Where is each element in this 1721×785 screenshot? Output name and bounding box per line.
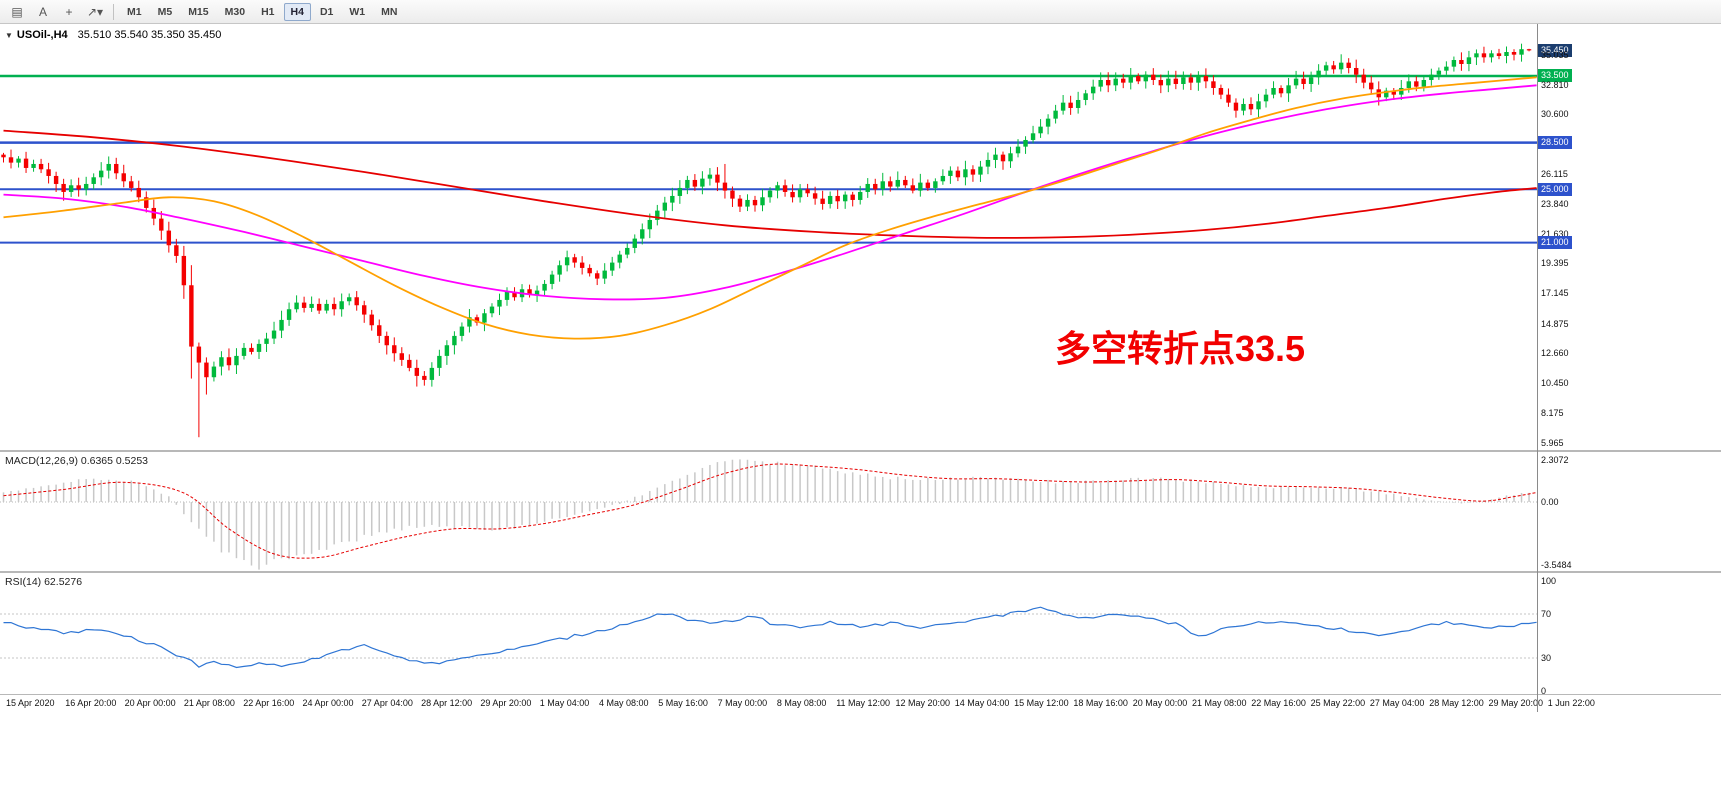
timeframe-button-h4[interactable]: H4 (283, 2, 311, 21)
price-axis-label: 12.660 (1541, 348, 1569, 359)
time-axis-label: 22 Apr 16:00 (243, 698, 295, 708)
timeframe-button-m30[interactable]: M30 (224, 5, 246, 18)
time-axis-label: 20 May 00:00 (1132, 698, 1188, 708)
pane-separator[interactable] (0, 571, 1721, 573)
symbol-timeframe: USOil-,H4 (16, 29, 68, 41)
rsi-axis: 100 70 30 0 (1537, 573, 1721, 695)
time-axis-label: 12 May 20:00 (895, 698, 951, 708)
price-axis-label: 35.035 (1541, 50, 1569, 61)
price-axis: 35.450 35.035 33.500 32.810 30.600 28.500 26.1… (1537, 24, 1721, 450)
timeframe-button-w1[interactable]: W1 (349, 5, 366, 18)
price-axis-label: 26.115 (1541, 168, 1568, 179)
text-tool[interactable]: A (38, 4, 47, 19)
timeframe-button-m15[interactable]: M15 (188, 5, 209, 18)
price-line-badge: 35.450 (1538, 43, 1572, 57)
rsi-plot (0, 606, 1537, 669)
top-toolbar: ▤ A + ↗▾ M1 M5 M15 M30 H1 H4 D1 W1 MN (0, 0, 1721, 24)
time-axis-label: 24 Apr 00:00 (302, 698, 354, 708)
main-price-pane: ▼ USOil-,H4 35.510 35.540 35.350 35.450 多空… (0, 24, 1721, 450)
time-axis-label: 28 May 12:00 (1429, 698, 1484, 708)
time-axis-label: 11 May 12:00 (836, 698, 891, 708)
chart-area: ▼ USOil-,H4 35.510 35.540 35.350 35.450 多空… (0, 24, 1721, 712)
time-axis-label: 25 May 22:00 (1310, 698, 1366, 708)
time-axis-label: 15 Apr 2020 (6, 698, 55, 708)
price-axis-label: 5.965 (1541, 437, 1564, 448)
macd-axis: 2.3072 0.00 -3.5484 (1537, 452, 1721, 571)
time-axis-separator (0, 694, 1721, 695)
rsi-axis-label: 70 (1541, 608, 1552, 619)
time-axis-label: 18 May 16:00 (1073, 698, 1128, 708)
chart-dropdown-arrow-icon[interactable]: ▼ (5, 31, 13, 40)
price-axis-label: 23.840 (1541, 199, 1569, 210)
time-axis-label: 1 May 04:00 (539, 698, 590, 708)
rsi-axis-label: 100 (1541, 575, 1557, 586)
time-axis-label: 1 Jun 22:00 (1547, 698, 1595, 708)
draw-tools-dropdown[interactable]: ↗▾ (86, 4, 104, 19)
timeframe-button-d1[interactable]: D1 (319, 5, 334, 18)
macd-axis-label: 2.3072 (1541, 455, 1569, 466)
time-axis-label: 16 Apr 20:00 (65, 698, 117, 708)
price-line-badge: 28.500 (1538, 136, 1572, 150)
price-axis-label: 14.875 (1541, 318, 1569, 329)
price-axis-label: 32.810 (1541, 79, 1569, 90)
price-axis-label: 30.600 (1541, 109, 1569, 120)
time-axis-label: 28 Apr 12:00 (421, 698, 473, 708)
ohlc-values: 35.510 35.540 35.350 35.450 (77, 29, 222, 41)
time-axis-label: 21 May 08:00 (1192, 698, 1247, 708)
pane-separator[interactable] (0, 450, 1721, 452)
price-axis-label: 19.395 (1541, 258, 1569, 269)
timeframe-button-m5[interactable]: M5 (157, 5, 173, 18)
time-axis-label: 27 Apr 04:00 (361, 698, 413, 708)
time-axis-label: 21 Apr 08:00 (183, 698, 235, 708)
crosshair-tool[interactable]: + (65, 4, 73, 19)
window-bottom-space (0, 712, 1721, 785)
rsi-axis-label: 0 (1541, 685, 1547, 695)
macd-plot (0, 459, 1537, 570)
tool-group: ▤ A + ↗▾ (4, 2, 108, 22)
time-axis-label: 29 Apr 20:00 (480, 698, 532, 708)
time-axis-label: 4 May 08:00 (599, 698, 649, 708)
timeframe-group: M1 M5 M15 M30 H1 H4 D1 W1 MN (119, 2, 405, 21)
price-axis-label: 8.175 (1541, 408, 1564, 419)
macd-axis-label: -3.5484 (1541, 560, 1572, 571)
price-line-badge: 21.000 (1538, 236, 1572, 250)
chart-title: ▼ USOil-,H4 35.510 35.540 35.350 35.450 (5, 29, 221, 41)
rsi-pane: RSI(14) 62.5276 100 70 30 0 (0, 573, 1721, 694)
macd-label: MACD(12,26,9) 0.6365 0.5253 (5, 455, 149, 467)
rsi-axis-label: 30 (1541, 652, 1552, 663)
timeframe-button-m1[interactable]: M1 (127, 5, 142, 18)
price-line-badge: 25.000 (1538, 182, 1572, 196)
rsi-label: RSI(14) 62.5276 (5, 576, 83, 588)
time-axis-label: 15 May 12:00 (1014, 698, 1069, 708)
toolbar-separator (113, 3, 114, 20)
time-axis-label: 8 May 08:00 (776, 698, 827, 708)
timeframe-button-h1[interactable]: H1 (261, 5, 275, 18)
time-axis-label: 29 May 20:00 (1488, 698, 1544, 708)
time-axis: 15 Apr 2020 16 Apr 20:00 20 Apr 00:00 21 Ap… (0, 695, 1721, 712)
price-axis-label: 21.630 (1541, 228, 1569, 239)
time-axis-label: 22 May 16:00 (1251, 698, 1306, 708)
macd-axis-label: 0.00 (1541, 496, 1559, 507)
candlestick-plot (0, 43, 1537, 438)
time-axis-label: 20 Apr 00:00 (124, 698, 176, 708)
time-axis-label: 7 May 00:00 (717, 698, 768, 708)
macd-pane: MACD(12,26,9) 0.6365 0.5253 2.3072 0.00 -3… (0, 452, 1721, 571)
price-axis-label: 17.145 (1541, 288, 1569, 299)
time-axis-label: 14 May 04:00 (954, 698, 1010, 708)
timeframe-button-mn[interactable]: MN (381, 5, 398, 18)
time-axis-label: 27 May 04:00 (1369, 698, 1425, 708)
price-line-badge: 33.500 (1538, 69, 1572, 83)
chart-text-annotation: 多空转折点33.5 (1055, 328, 1306, 369)
axis-vertical-separator (1537, 24, 1538, 712)
charts-icon[interactable]: ▤ (11, 4, 23, 19)
time-axis-label: 5 May 16:00 (658, 698, 708, 708)
price-axis-label: 10.450 (1541, 377, 1569, 388)
